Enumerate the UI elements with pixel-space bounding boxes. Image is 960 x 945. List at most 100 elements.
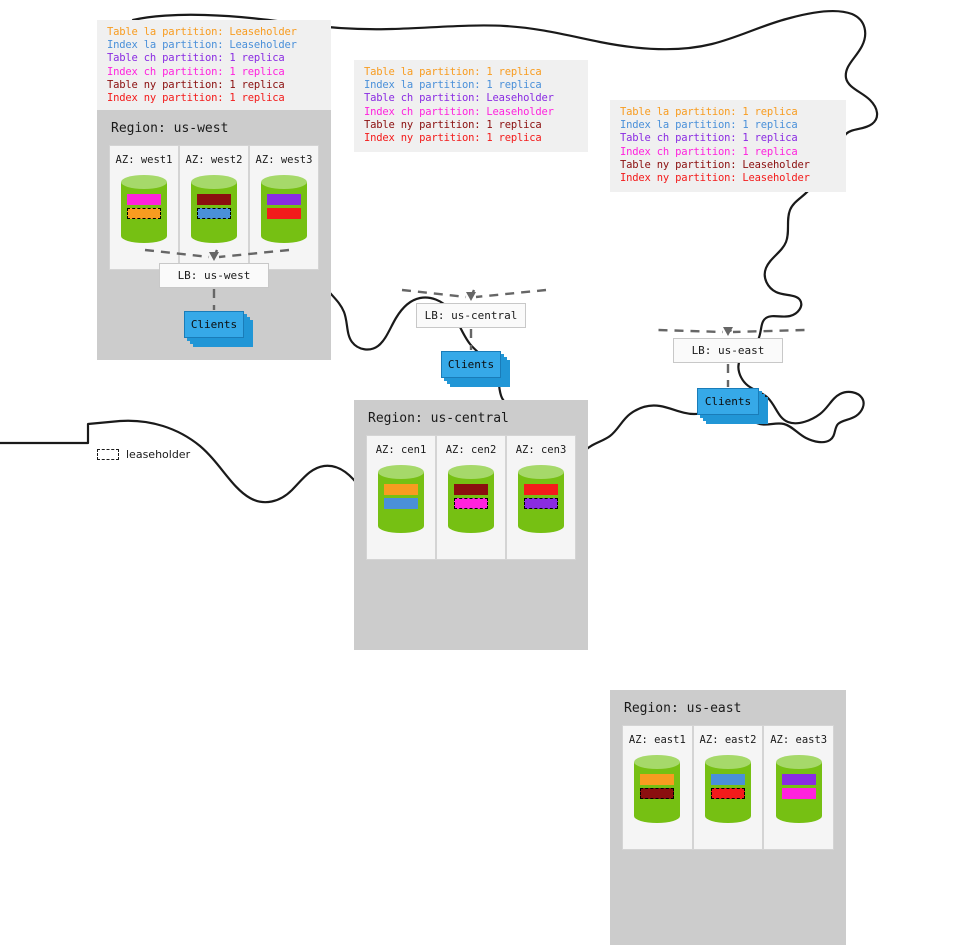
az-label: AZ: cen3	[515, 444, 567, 456]
connector-az3-to-lb	[732, 328, 805, 334]
clients-box[interactable]: Clients	[441, 351, 501, 378]
legend-line: Table ny partition: 1 replica	[107, 78, 285, 91]
az-row-us-east: AZ: east1 AZ: east2 AZ: east3	[622, 725, 835, 850]
region-title-us-west: Region: us-west	[111, 121, 229, 136]
database-cylinder-icon[interactable]	[448, 465, 494, 533]
replica-band-index-ch-leaseholder	[454, 498, 488, 509]
clients-stack-us-central[interactable]: Clients	[441, 351, 510, 387]
partition-legend-us-east: Table la partition: 1 replica Index la pa…	[610, 100, 846, 193]
legend-line: Index la partition: Leaseholder	[107, 39, 297, 52]
replica-band-table-la-leaseholder	[127, 208, 161, 219]
legend-line: Table la partition: Leaseholder	[107, 26, 297, 38]
partition-legend-us-west: Table la partition: Leaseholder Index la …	[97, 20, 331, 113]
load-balancer-us-west[interactable]: LB: us-west	[159, 263, 269, 288]
az-panel-cen3[interactable]: AZ: cen3	[506, 435, 576, 560]
clients-stack-us-west[interactable]: Clients	[184, 311, 253, 347]
cylinder-bottom	[705, 809, 751, 823]
az-panel-west1[interactable]: AZ: west1	[109, 145, 179, 270]
cylinder-bottom	[775, 809, 822, 823]
replica-band-table-ch-leaseholder	[524, 498, 558, 509]
legend-line: Index ny partition: 1 replica	[107, 92, 285, 105]
az-panel-east2[interactable]: AZ: east2	[692, 725, 764, 850]
leaseholder-legend-label: leaseholder	[126, 448, 191, 461]
replica-bands	[454, 484, 488, 509]
legend-line: Index ny partition: Leaseholder	[620, 172, 810, 185]
connector-az1-to-lb	[401, 288, 467, 299]
az-panel-west3[interactable]: AZ: west3	[249, 145, 319, 270]
replica-band-index-la	[384, 498, 418, 509]
clients-stack-us-east[interactable]: Clients	[697, 388, 768, 424]
legend-line: Table la partition: 1 replica	[364, 66, 542, 78]
legend-line: Table ch partition: 1 replica	[107, 52, 285, 65]
replica-bands	[524, 484, 558, 509]
legend-line: Table ny partition: 1 replica	[364, 118, 542, 131]
replica-band-table-ch	[781, 774, 816, 785]
connector-az1-to-lb	[658, 328, 724, 334]
az-panel-east3[interactable]: AZ: east3	[763, 725, 835, 850]
cylinder-top	[705, 755, 751, 769]
az-label: AZ: cen1	[375, 444, 427, 456]
replica-band-index-ny-leaseholder	[711, 788, 745, 799]
arrowhead-to-lb	[723, 327, 733, 336]
database-cylinder-icon[interactable]	[121, 175, 167, 243]
az-label: AZ: west3	[255, 154, 313, 166]
database-cylinder-icon[interactable]	[261, 175, 307, 243]
arrowhead-to-lb	[466, 292, 476, 301]
replica-bands	[197, 194, 231, 219]
replica-bands	[127, 194, 161, 219]
replica-bands	[781, 774, 816, 799]
region-title-us-east: Region: us-east	[624, 701, 742, 716]
load-balancer-us-east[interactable]: LB: us-east	[673, 338, 783, 363]
cylinder-bottom	[191, 229, 237, 243]
cylinder-top	[121, 175, 167, 189]
cylinder-bottom	[378, 519, 424, 533]
cylinder-bottom	[518, 519, 564, 533]
legend-line: Index la partition: 1 replica	[364, 79, 542, 92]
az-panel-east1[interactable]: AZ: east1	[622, 725, 693, 850]
connector-az2-to-lb	[727, 328, 733, 334]
clients-box[interactable]: Clients	[184, 311, 244, 338]
replica-bands	[384, 484, 418, 509]
leaseholder-legend-key: leaseholder	[97, 448, 190, 461]
replica-band-index-ch	[781, 788, 816, 799]
cylinder-top	[634, 755, 681, 769]
cylinder-top	[518, 465, 564, 479]
cylinder-top	[448, 465, 494, 479]
legend-line: Table ch partition: 1 replica	[620, 132, 798, 145]
database-cylinder-icon[interactable]	[775, 755, 822, 823]
database-cylinder-icon[interactable]	[634, 755, 681, 823]
az-label: AZ: east3	[770, 734, 828, 746]
az-label: AZ: cen2	[445, 444, 497, 456]
database-cylinder-icon[interactable]	[378, 465, 424, 533]
az-panel-cen1[interactable]: AZ: cen1	[366, 435, 436, 560]
region-panel-us-central: Region: us-central AZ: cen1 AZ: cen2 AZ: ce…	[354, 400, 588, 650]
az-label: AZ: east1	[628, 734, 686, 746]
partition-legend-us-central: Table la partition: 1 replica Index la pa…	[354, 60, 588, 153]
az-panel-cen2[interactable]: AZ: cen2	[436, 435, 506, 560]
regions-container: Table la partition: Leaseholder Index la …	[97, 20, 846, 945]
legend-line: Index ch partition: Leaseholder	[364, 105, 554, 118]
load-balancer-us-central[interactable]: LB: us-central	[416, 303, 526, 328]
legend-line: Index ch partition: 1 replica	[107, 65, 285, 78]
cylinder-bottom	[261, 229, 307, 243]
replica-band-table-la	[640, 774, 675, 785]
database-cylinder-icon[interactable]	[191, 175, 237, 243]
cylinder-top	[378, 465, 424, 479]
replica-band-index-ch	[127, 194, 161, 205]
replica-band-index-la	[711, 774, 745, 785]
az-panel-west2[interactable]: AZ: west2	[179, 145, 249, 270]
database-cylinder-icon[interactable]	[518, 465, 564, 533]
legend-line: Table ch partition: Leaseholder	[364, 92, 554, 105]
legend-line: Index la partition: 1 replica	[620, 119, 798, 132]
az-row-us-west: AZ: west1 AZ: west2 AZ: west3	[109, 145, 319, 270]
replica-bands	[640, 774, 675, 799]
replica-band-index-ny	[524, 484, 558, 495]
database-cylinder-icon[interactable]	[705, 755, 751, 823]
cylinder-bottom	[448, 519, 494, 533]
cylinder-top	[261, 175, 307, 189]
replica-band-table-ny-leaseholder	[640, 788, 675, 799]
connector-az2-to-lb	[469, 289, 476, 298]
clients-box[interactable]: Clients	[697, 388, 759, 415]
legend-line: Table la partition: 1 replica	[620, 106, 798, 118]
cylinder-bottom	[634, 809, 681, 823]
